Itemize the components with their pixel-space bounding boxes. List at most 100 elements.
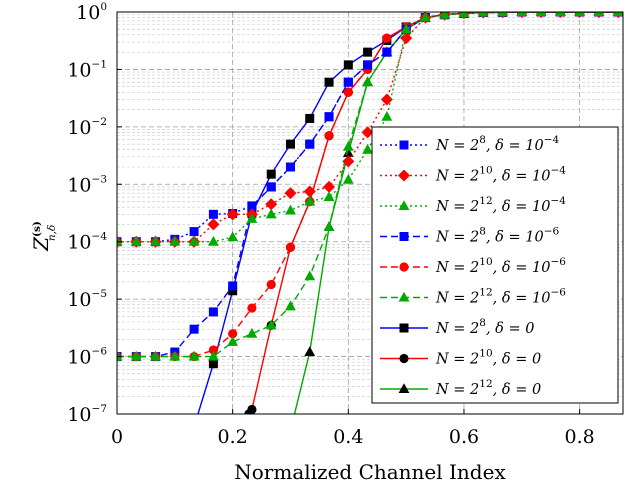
data-point (189, 227, 199, 237)
data-point (382, 33, 392, 43)
legend-label: N = 212, δ = 0 (435, 378, 541, 398)
data-point (516, 12, 528, 16)
legend-marker (399, 140, 409, 150)
data-point (342, 155, 355, 168)
data-point (247, 303, 257, 313)
y-tick-labels: 100 10−1 10−2 10−3 10−4 10−5 10−6 10−7 (67, 1, 107, 426)
legend-marker (398, 291, 410, 302)
legend-item: N = 28, δ = 10−6 (380, 226, 560, 246)
legend-marker (398, 169, 410, 182)
data-point (130, 350, 142, 361)
y-tick-label: 10−6 (67, 346, 107, 369)
data-point (189, 324, 199, 334)
data-point (150, 235, 161, 246)
data-point (324, 131, 334, 141)
x-tick-label: 0.2 (218, 426, 248, 448)
data-point (439, 12, 451, 19)
legend-marker (398, 383, 410, 393)
data-point (285, 139, 295, 149)
data-point (285, 204, 296, 215)
legend-item: N = 212, δ = 10−4 (380, 195, 566, 215)
data-point (304, 346, 316, 357)
data-point (419, 12, 431, 22)
data-point (554, 12, 566, 16)
series-lines (117, 12, 623, 414)
data-point (343, 77, 353, 87)
legend-label: N = 210, δ = 10−4 (435, 165, 566, 185)
legend-label: N = 28, δ = 10−6 (435, 226, 560, 246)
data-point (343, 87, 353, 97)
data-point (593, 12, 605, 16)
legend-box (371, 126, 619, 404)
data-point (247, 404, 257, 414)
data-point (342, 147, 354, 158)
data-point (305, 113, 315, 123)
x-tick-label: 0 (111, 426, 123, 448)
legend-label: N = 210, δ = 0 (435, 348, 541, 368)
data-point (612, 12, 623, 16)
data-point (323, 191, 335, 202)
ticks (116, 11, 581, 415)
data-point (285, 300, 296, 311)
data-point (208, 307, 218, 317)
x-axis-label: Normalized Channel Index (234, 460, 506, 484)
y-axis-label-base: Z (29, 236, 53, 252)
svg-text:Z(s)n,δ: Z(s) n,δ (29, 221, 58, 252)
y-tick-label: 10−2 (67, 116, 107, 139)
data-point (400, 23, 412, 34)
data-point (342, 140, 354, 151)
data-point (458, 12, 470, 18)
legend-item: N = 210, δ = 10−6 (380, 256, 566, 276)
data-point (208, 359, 218, 369)
data-point (266, 169, 276, 179)
data-point (381, 110, 393, 121)
legend-label: N = 212, δ = 10−4 (435, 195, 566, 215)
y-tick-label: 10−7 (67, 403, 107, 426)
data-point (150, 350, 161, 361)
legend-marker (399, 353, 409, 364)
data-point (266, 279, 276, 290)
data-point (188, 350, 200, 361)
data-point (477, 12, 489, 17)
series-line (117, 12, 619, 358)
x-tick-label: 0.4 (333, 426, 363, 448)
data-point (497, 12, 508, 17)
data-point (574, 12, 586, 16)
data-point (208, 350, 219, 361)
data-point (362, 143, 373, 154)
data-point (228, 286, 238, 296)
legend-label: N = 28, δ = 0 (435, 317, 535, 337)
data-point (323, 221, 335, 232)
data-point (265, 208, 277, 219)
data-point (362, 76, 373, 87)
legend-marker (398, 200, 410, 210)
legend-item: N = 28, δ = 0 (380, 317, 535, 337)
y-axis-label-sup: (s) (31, 221, 43, 237)
y-tick-label: 10−5 (67, 288, 107, 311)
data-point (208, 345, 219, 355)
data-point (246, 213, 258, 223)
data-point (117, 235, 123, 246)
data-point (285, 242, 296, 252)
data-point (208, 209, 218, 219)
legend-marker (399, 262, 409, 272)
data-point (380, 93, 393, 106)
data-point (342, 173, 354, 184)
y-tick-label: 10−3 (67, 173, 107, 196)
data-point (117, 350, 123, 361)
y-tick-label: 10−4 (67, 231, 107, 254)
data-point (266, 182, 276, 192)
legend-label: N = 28, δ = 10−4 (435, 134, 560, 154)
data-point (535, 12, 547, 16)
y-tick-label: 10−1 (67, 58, 107, 81)
y-axis-label-sub: n,δ (46, 225, 58, 241)
plot-frame (116, 11, 624, 415)
data-point (305, 139, 315, 149)
y-tick-label: 100 (76, 1, 107, 24)
legend-marker (399, 323, 409, 333)
data-point (207, 218, 220, 231)
data-point (284, 187, 297, 200)
data-point (188, 235, 200, 246)
legend-label: N = 212, δ = 10−6 (435, 287, 566, 307)
